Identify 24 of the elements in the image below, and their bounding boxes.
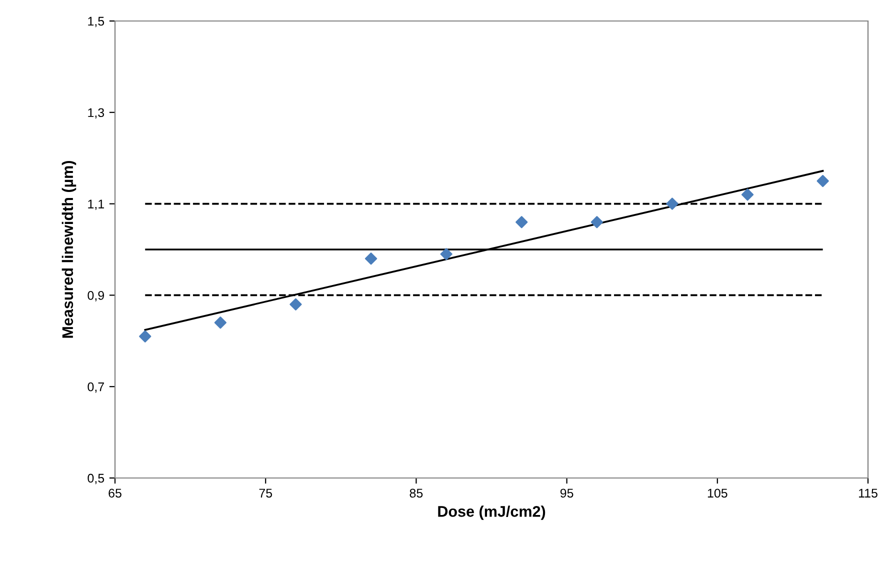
y-tick-label: 1,3: [88, 108, 104, 119]
point: [214, 316, 226, 329]
x-tick-label: 75: [259, 488, 272, 498]
y-tick-label: 0,7: [88, 382, 104, 393]
x-tick-label: 65: [108, 488, 122, 498]
point: [741, 188, 754, 201]
x-tick-label: 85: [410, 488, 423, 498]
x-axis-title: Dose (mJ/cm2): [438, 506, 546, 520]
point: [666, 198, 678, 210]
y-tick-label: 0,5: [88, 474, 104, 484]
point: [440, 248, 452, 260]
point: [139, 330, 152, 342]
point: [590, 216, 603, 228]
point: [364, 252, 378, 265]
point: [290, 298, 302, 310]
y-axis-title: Measured linewidth (µm): [62, 160, 76, 338]
x-tick-label: 115: [858, 488, 878, 498]
y-tick-label: 0,9: [88, 291, 104, 302]
point: [816, 174, 829, 188]
x-tick-label: 95: [560, 488, 574, 498]
x-tick-label: 105: [708, 488, 728, 498]
y-tick-label: 1,1: [88, 200, 104, 210]
y-tick-label: 1,5: [88, 16, 104, 28]
point: [516, 216, 528, 228]
